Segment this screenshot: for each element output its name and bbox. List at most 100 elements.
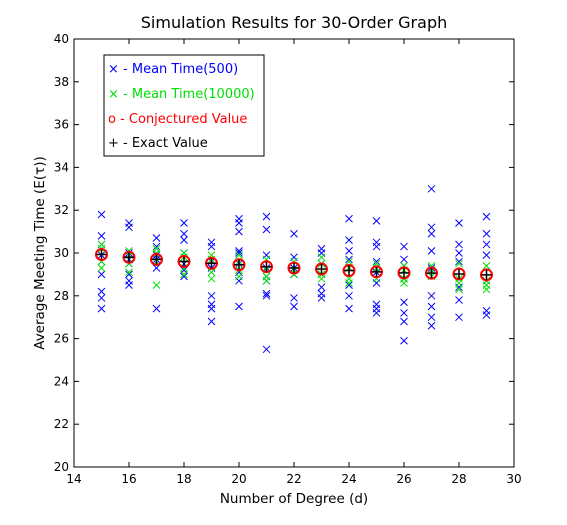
data-point-x: [317, 274, 326, 283]
data-point-x: [125, 223, 133, 232]
data-point-x: [235, 249, 243, 257]
data-point-x: [235, 272, 243, 281]
data-point-plus: [261, 261, 272, 272]
data-point-x: [400, 309, 408, 317]
data-point-x: [455, 313, 463, 322]
data-point-x: [262, 289, 271, 298]
x-tick-label: 16: [121, 472, 136, 486]
data-point-circle: [150, 252, 163, 266]
data-point-x: [345, 279, 353, 287]
y-tick-label: 20: [54, 460, 69, 474]
data-point-x: [427, 321, 436, 330]
data-point-x: [180, 270, 188, 279]
chart-title: Simulation Results for 30-Order Graph: [141, 13, 447, 32]
y-tick-label: 40: [54, 32, 69, 46]
data-point-x: [180, 229, 188, 238]
data-point-x: [455, 240, 463, 249]
data-point-x: [345, 214, 353, 223]
x-tick-label: 18: [176, 472, 191, 486]
data-point-plus: [399, 267, 409, 278]
data-point-plus: [316, 264, 327, 275]
y-tick-label: 38: [54, 75, 69, 89]
data-point-x: [125, 268, 133, 277]
data-point-x: [180, 219, 188, 227]
series-2: [95, 247, 493, 282]
data-point-circle: [315, 262, 328, 276]
data-point-x: [262, 276, 271, 285]
data-point-x: [455, 257, 463, 266]
series-3: [96, 249, 492, 280]
y-tick-label: 30: [54, 246, 69, 260]
data-point-circle: [342, 264, 356, 278]
data-point-x: [400, 279, 408, 287]
data-point-x: [482, 261, 491, 270]
data-point-x: [455, 296, 463, 304]
data-point-x: [455, 279, 463, 287]
data-point-circle: [397, 266, 411, 280]
data-point-x: [400, 336, 408, 345]
data-point-circle: [177, 255, 191, 269]
data-point-x: [455, 285, 463, 294]
data-point-x: [152, 242, 161, 251]
data-point-x: [400, 242, 408, 251]
data-point-plus: [344, 265, 354, 276]
x-axis-label: Number of Degree (d): [220, 491, 368, 507]
data-point-x: [455, 259, 463, 268]
data-point-x: [207, 317, 216, 326]
y-tick-label: 24: [54, 374, 69, 388]
y-tick-label: 36: [54, 118, 69, 132]
legend: × - Mean Time(500) × - Mean Time(10000) …: [103, 54, 265, 157]
data-point-x: [372, 309, 381, 317]
data-point-x: [125, 270, 133, 279]
y-tick-label: 34: [54, 160, 69, 174]
data-point-x: [317, 294, 326, 302]
data-point-x: [97, 210, 106, 219]
data-point-circle: [232, 258, 246, 272]
x-tick-label: 26: [396, 472, 411, 486]
data-point-x: [235, 219, 243, 227]
data-point-x: [207, 268, 216, 277]
data-point-circle: [425, 266, 438, 280]
data-point-x: [97, 232, 106, 240]
data-point-plus: [426, 268, 437, 279]
data-point-plus: [234, 259, 244, 270]
data-point-x: [427, 229, 436, 238]
data-point-circle: [370, 265, 383, 279]
x-tick-label: 28: [451, 472, 466, 486]
x-tick-label: 22: [286, 472, 301, 486]
legend-item-exact-value: + - Exact Value: [108, 136, 208, 151]
data-point-x: [152, 234, 161, 242]
data-point-circle: [95, 247, 108, 261]
legend-item-mean-time-10000: × - Mean Time(10000): [108, 87, 255, 102]
data-point-x: [345, 247, 353, 255]
data-point-circle: [480, 268, 493, 282]
data-point-circle: [452, 267, 466, 281]
data-point-x: [152, 264, 161, 272]
data-point-x: [372, 257, 381, 266]
series-0: [97, 184, 491, 354]
data-point-x: [180, 272, 188, 281]
data-point-x: [455, 219, 463, 227]
data-point-x: [427, 223, 436, 232]
data-point-x: [482, 212, 491, 221]
data-point-x: [97, 287, 106, 296]
data-point-x: [345, 291, 353, 300]
data-point-x: [235, 251, 243, 259]
data-point-circle: [260, 260, 273, 274]
data-point-x: [427, 184, 436, 193]
data-point-x: [345, 304, 353, 313]
legend-box: [103, 54, 265, 157]
data-point-x: [125, 281, 133, 289]
y-tick-label: 22: [54, 417, 69, 431]
data-point-plus: [454, 268, 464, 279]
data-point-x: [482, 285, 491, 294]
data-point-plus: [179, 256, 189, 267]
data-point-x: [262, 345, 271, 354]
y-tick-label: 26: [54, 332, 69, 346]
data-point-x: [400, 255, 408, 264]
y-tick-label: 32: [54, 203, 69, 217]
data-point-x: [262, 225, 271, 234]
x-tick-label: 24: [341, 472, 356, 486]
data-point-x: [427, 302, 436, 311]
